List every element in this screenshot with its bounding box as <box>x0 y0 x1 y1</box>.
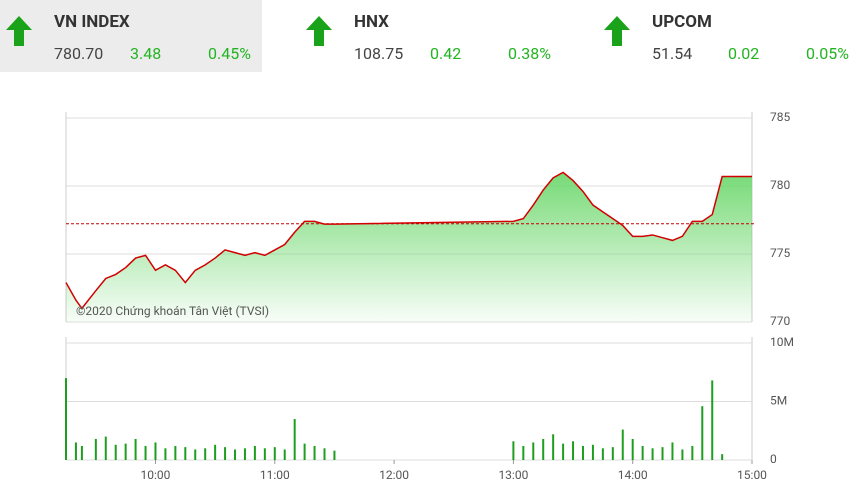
volume-bar <box>144 445 147 460</box>
volume-bar <box>532 442 535 460</box>
volume-bar <box>263 448 266 460</box>
volume-bar <box>611 447 614 460</box>
volume-bar <box>661 447 664 460</box>
x-tick-label: 10:00 <box>141 468 171 482</box>
volume-bar <box>204 448 207 460</box>
index-percent: 0.45% <box>208 44 251 63</box>
volume-bar <box>224 447 227 460</box>
volume-bar <box>562 443 565 460</box>
index-name: UPCOM <box>652 12 712 32</box>
volume-bar <box>621 429 624 460</box>
volume-bar <box>333 450 336 460</box>
volume-bar <box>522 445 525 460</box>
volume-bar <box>721 454 724 460</box>
y-tick-label: 780 <box>770 178 790 192</box>
index-percent: 0.38% <box>508 44 551 63</box>
x-tick-label: 12:00 <box>379 468 409 482</box>
index-change: 3.48 <box>130 44 162 63</box>
volume-bar <box>293 419 296 460</box>
volume-bar <box>552 434 555 460</box>
x-tick-label: 11:00 <box>260 468 290 482</box>
volume-bar <box>214 444 217 460</box>
volume-bar <box>253 445 256 460</box>
volume-bar <box>572 441 575 460</box>
volume-bar <box>184 447 187 460</box>
x-tick-label: 14:00 <box>618 468 648 482</box>
up-arrow <box>6 16 32 46</box>
volume-bar <box>124 443 127 460</box>
volume-bar <box>701 406 704 460</box>
price-line <box>65 171 752 310</box>
volume-bar <box>542 438 545 460</box>
volume-bar <box>80 445 83 460</box>
volume-bar <box>651 448 654 460</box>
index-header: VN INDEX 780.70 3.48 0.45% HNX 108.75 0.… <box>0 0 860 72</box>
volume-bar <box>273 447 276 460</box>
volume-bar <box>691 445 694 460</box>
volume-bar <box>591 444 594 460</box>
volume-bar <box>65 378 67 460</box>
volume-bar <box>283 449 286 460</box>
index-card[interactable]: UPCOM 51.54 0.02 0.05% <box>598 0 860 72</box>
volume-bar <box>114 444 117 460</box>
volume-bar <box>94 438 97 460</box>
index-value: 51.54 <box>652 44 693 63</box>
volume-bar <box>681 449 684 460</box>
index-value: 108.75 <box>354 44 404 63</box>
volume-bar <box>174 445 177 460</box>
volume-bar <box>194 449 197 460</box>
index-change: 0.42 <box>430 44 462 63</box>
index-change: 0.02 <box>728 44 760 63</box>
index-card[interactable]: VN INDEX 780.70 3.48 0.45% <box>0 0 262 72</box>
volume-bar <box>164 448 167 460</box>
volume-bar <box>104 436 107 460</box>
x-tick-label: 15:00 <box>737 468 767 482</box>
annotation: ©2020 Chứng khoán Tân Việt (TVSI) <box>76 304 269 318</box>
volume-bar <box>512 441 515 460</box>
volume-bar <box>234 449 237 460</box>
volume-bar <box>323 448 326 460</box>
volume-bar <box>631 438 634 460</box>
index-value: 780.70 <box>54 44 104 63</box>
volume-bar <box>313 445 316 460</box>
y-tick-label: 775 <box>770 246 790 260</box>
y-tick-label: 770 <box>770 314 790 328</box>
volume-bar <box>303 443 306 460</box>
index-name: HNX <box>354 12 389 32</box>
volume-bar <box>134 438 137 460</box>
volume-bar <box>671 442 674 460</box>
chart: 770 775 780 785 ©2020 Chứng khoán Tân Việt (… <box>65 110 794 482</box>
volume-bar <box>601 448 604 460</box>
y-tick-label: 0 <box>770 452 777 466</box>
x-tick-label: 13:00 <box>498 468 528 482</box>
index-card[interactable]: HNX 108.75 0.42 0.38% <box>300 0 562 72</box>
y-tick-label: 10M <box>770 335 794 349</box>
up-arrow <box>604 16 630 46</box>
index-name: VN INDEX <box>54 12 130 32</box>
index-percent: 0.05% <box>806 44 849 63</box>
volume-bar <box>581 445 584 460</box>
volume-bar <box>74 442 77 460</box>
volume-bar <box>641 445 644 460</box>
price-area <box>66 172 752 322</box>
up-arrow <box>306 16 332 46</box>
y-tick-label: 5M <box>770 394 787 408</box>
volume-bar <box>711 380 714 460</box>
y-tick-label: 785 <box>770 110 790 124</box>
volume-bar <box>154 442 157 460</box>
volume-bar <box>243 448 246 460</box>
